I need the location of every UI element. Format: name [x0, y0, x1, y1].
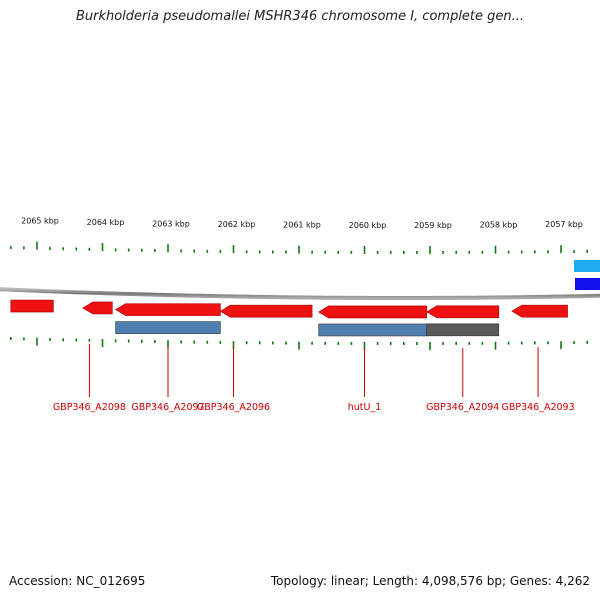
gene-arrow[interactable]: [426, 305, 500, 319]
scale-labels: 2065 kbp 2064 kbp 2063 kbp 2062 kbp 2061 kbp…: [21, 217, 583, 230]
gene-label[interactable]: GBP346_A2096: [197, 402, 270, 413]
gene-arrow[interactable]: [82, 301, 113, 315]
scale-ticks-bottom: [10, 337, 589, 350]
scale-label: 2060 kbp: [349, 221, 387, 230]
scale-label: 2061 kbp: [283, 221, 321, 230]
page-title: Burkholderia pseudomallei MSHR346 chromo…: [75, 9, 525, 24]
scale-label: 2059 kbp: [414, 221, 452, 230]
cds-block[interactable]: [318, 323, 428, 337]
genome-stats-text: Topology: linear; Length: 4,098,576 bp; …: [270, 574, 590, 588]
gene-label[interactable]: GBP346_A2093: [501, 402, 574, 413]
scale-label: 2062 kbp: [218, 220, 256, 229]
scale-label: 2063 kbp: [152, 219, 190, 228]
scale-label: 2057 kbp: [545, 220, 583, 229]
gene-label[interactable]: GBP346_A2098: [53, 402, 126, 413]
gene-arrow[interactable]: [511, 304, 568, 318]
feature-track: [10, 299, 568, 337]
edge-feature-blue[interactable]: [575, 278, 600, 290]
edge-feature-cyan[interactable]: [574, 260, 600, 272]
chromosome-backbone: [0, 287, 600, 300]
accession-text: Accession: NC_012695: [9, 574, 146, 588]
edge-features: [574, 260, 600, 290]
scale-label: 2064 kbp: [87, 218, 125, 227]
label-leaders: [88, 343, 539, 397]
scale-ticks-top: [10, 241, 589, 254]
gene-arrow[interactable]: [318, 305, 428, 319]
gene-arrow[interactable]: [10, 299, 54, 313]
cds-block[interactable]: [426, 323, 500, 337]
scale-label: 2065 kbp: [21, 217, 59, 226]
gene-label[interactable]: GBP346_A2097: [131, 402, 204, 413]
gene-label[interactable]: GBP346_A2094: [426, 402, 499, 413]
cds-block[interactable]: [115, 321, 221, 334]
scale-label: 2058 kbp: [480, 221, 518, 230]
gene-label[interactable]: hutU_1: [348, 402, 382, 413]
gene-arrow[interactable]: [115, 303, 221, 316]
gene-arrow[interactable]: [219, 304, 313, 318]
